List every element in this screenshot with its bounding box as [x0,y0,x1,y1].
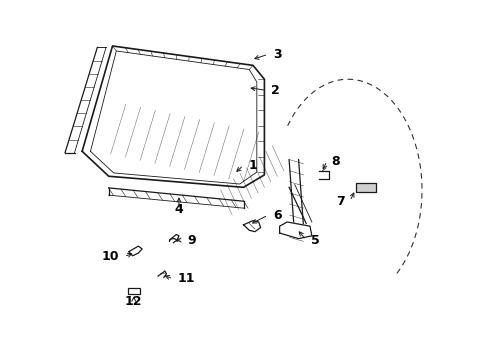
Polygon shape [280,222,312,239]
Text: 11: 11 [178,272,196,285]
Text: 8: 8 [332,154,340,167]
Text: 4: 4 [174,203,183,216]
Bar [356,183,376,192]
Text: 6: 6 [273,208,281,221]
Text: 7: 7 [337,195,345,208]
Text: 9: 9 [187,234,196,247]
Text: 10: 10 [102,250,120,263]
Text: 12: 12 [125,295,143,308]
Bar [128,288,140,294]
Text: 5: 5 [311,234,319,247]
Text: 3: 3 [273,48,281,61]
Text: 1: 1 [248,159,257,172]
Text: 2: 2 [271,84,280,97]
